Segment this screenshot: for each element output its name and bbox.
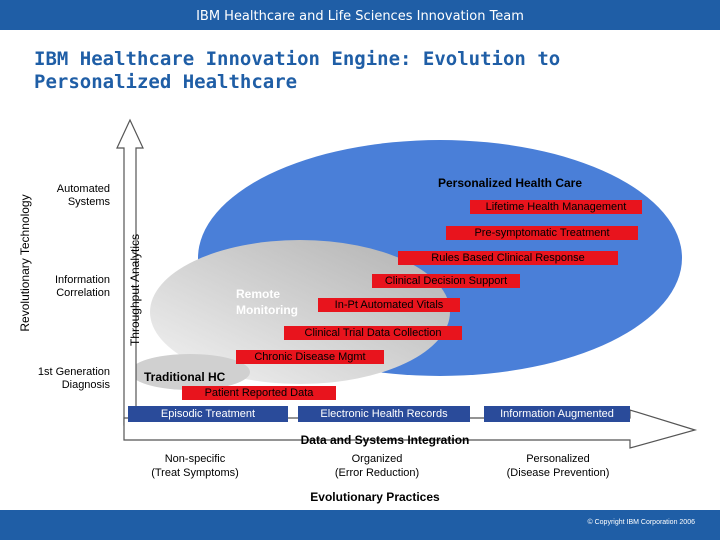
box-chronic-disease-mgmt: Chronic Disease Mgmt [236, 350, 384, 364]
y-level-information: Information Correlation [54, 274, 110, 299]
x-axis-bottom-label: Evolutionary Practices [310, 490, 440, 504]
personalized-health-care-label: Personalized Health Care [437, 176, 583, 190]
traditional-region [130, 354, 250, 390]
box-information-augmented: Information Augmented [484, 406, 630, 422]
y-level-automated: Automated Systems [56, 183, 110, 208]
box-rules-based-clinical-response: Rules Based Clinical Response [398, 251, 618, 265]
x-axis-top-label: Data and Systems Integration [300, 433, 470, 447]
traditional-hc-label: Traditional HC [144, 370, 226, 384]
box-electronic-health-records: Electronic Health Records [298, 406, 470, 422]
footer-bar [0, 510, 720, 540]
x-level-personalized: Personalized (Disease Prevention) [506, 453, 610, 479]
y-axis-inner-label: Throughput Analytics [128, 233, 142, 347]
box-pre-symptomatic-treatment: Pre-symptomatic Treatment [446, 226, 638, 240]
box-in-pt-automated-vitals: In-Pt Automated Vitals [318, 298, 460, 312]
y-level-first-generation: 1st Generation Diagnosis [37, 366, 110, 391]
box-patient-reported-data: Patient Reported Data [182, 386, 336, 400]
box-lifetime-health-management: Lifetime Health Management [470, 200, 642, 214]
page-title: IBM Healthcare Innovation Engine: Evolut… [34, 48, 561, 93]
box-episodic-treatment: Episodic Treatment [128, 406, 288, 422]
vertical-axis-arrow [116, 118, 144, 426]
header-title: IBM Healthcare and Life Sciences Innovat… [196, 9, 524, 24]
box-clinical-trial-data-collection: Clinical Trial Data Collection [284, 326, 462, 340]
copyright-text: © Copyright IBM Corporation 2006 [587, 519, 696, 526]
x-level-non-specific: Non-specific (Treat Symptoms) [151, 453, 239, 479]
header-bar [0, 0, 720, 30]
box-clinical-decision-support: Clinical Decision Support [372, 274, 520, 288]
remote-monitoring-label: Remote Monitoring [236, 287, 298, 317]
x-level-organized: Organized (Error Reduction) [334, 453, 420, 479]
